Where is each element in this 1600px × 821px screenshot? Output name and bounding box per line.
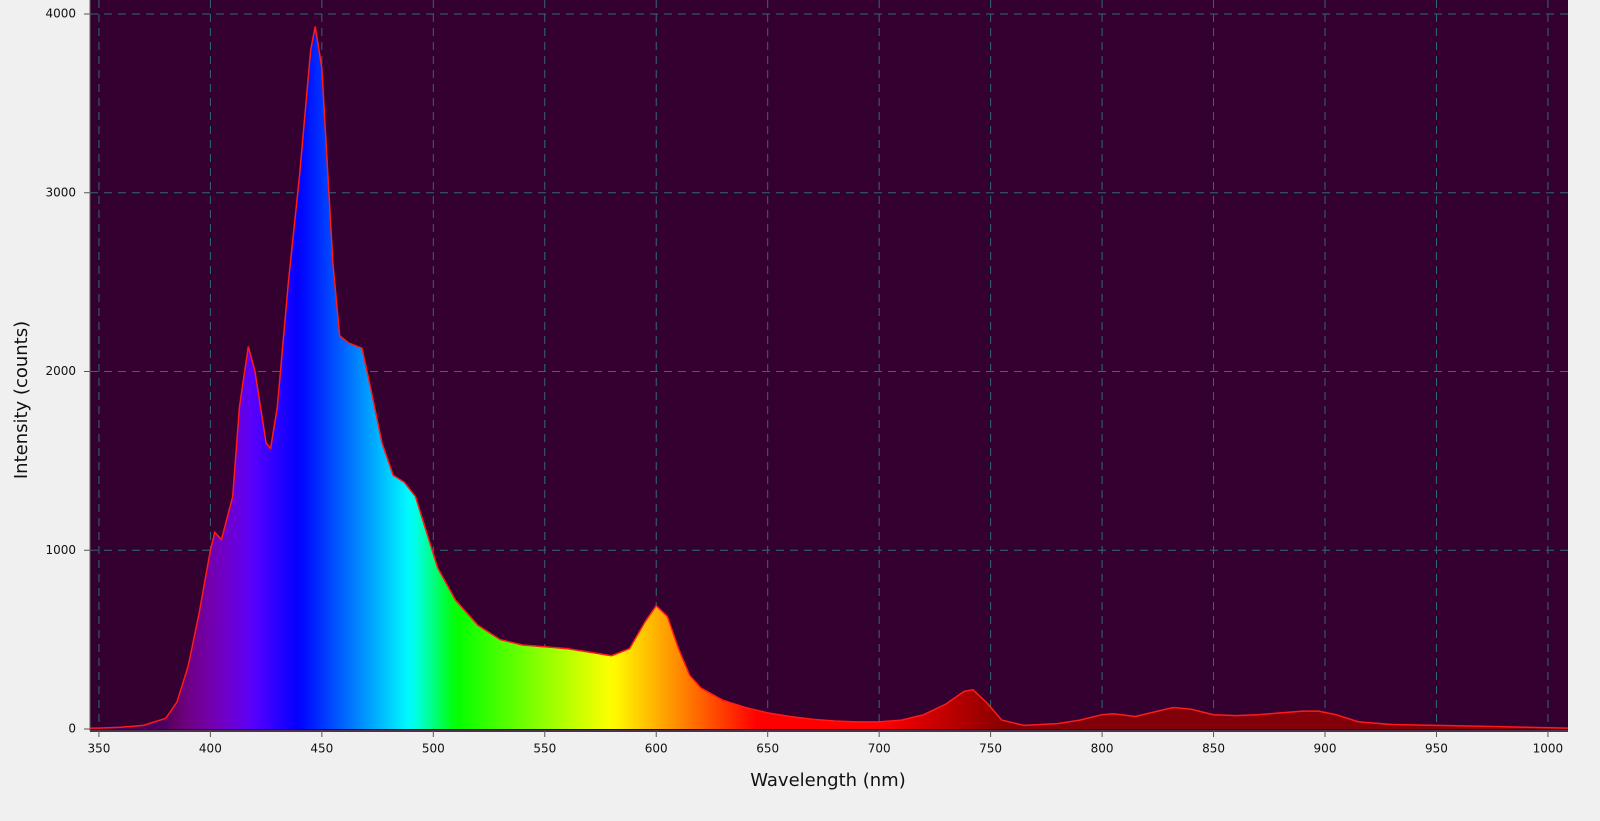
x-axis-title: Wavelength (nm) xyxy=(750,770,906,791)
spectrum-area xyxy=(90,26,1568,729)
x-tick-label: 900 xyxy=(1314,742,1337,756)
x-tick-label: 650 xyxy=(756,742,779,756)
x-tick-label: 950 xyxy=(1425,742,1448,756)
y-tick-label: 2000 xyxy=(45,364,76,378)
x-tick-label: 800 xyxy=(1091,742,1114,756)
x-tick-label: 700 xyxy=(868,742,891,756)
y-tick-label: 1000 xyxy=(45,543,76,557)
x-tick-label: 550 xyxy=(533,742,556,756)
x-tick-label: 1000 xyxy=(1533,742,1564,756)
x-tick-label: 500 xyxy=(422,742,445,756)
x-tick-label: 750 xyxy=(979,742,1002,756)
spectrum-line xyxy=(90,26,1569,729)
x-tick-label: 850 xyxy=(1202,742,1225,756)
x-tick-label: 450 xyxy=(310,742,333,756)
x-tick-label: 600 xyxy=(645,742,668,756)
x-tick-label: 350 xyxy=(87,742,110,756)
y-axis-title: Intensity (counts) xyxy=(11,321,32,479)
y-tick-label: 0 xyxy=(68,722,76,736)
y-tick-label: 3000 xyxy=(45,185,76,199)
y-tick-label: 4000 xyxy=(45,7,76,21)
x-tick-label: 400 xyxy=(199,742,222,756)
